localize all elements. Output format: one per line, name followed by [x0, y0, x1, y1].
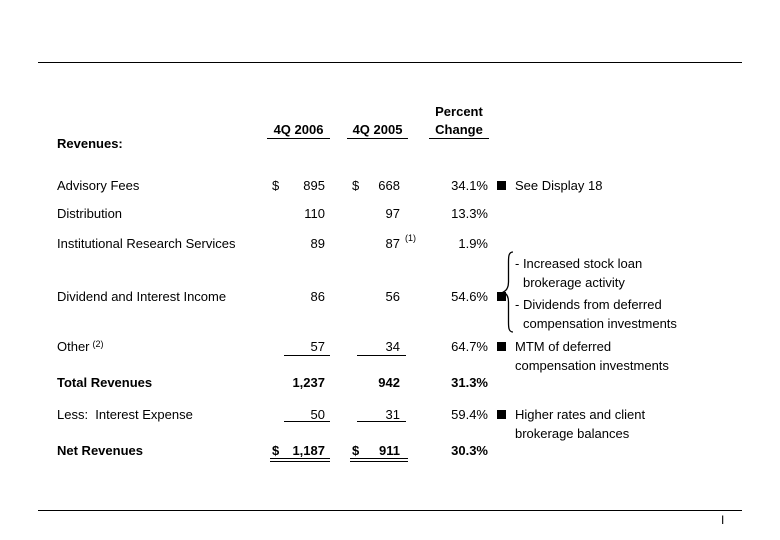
- value-4q2005: 34: [385, 339, 400, 354]
- value-4q2006: 57: [310, 339, 325, 354]
- row-label: Institutional Research Services: [57, 236, 236, 251]
- footnote-2-marker: (2): [92, 339, 104, 349]
- header-underline-col3: [429, 138, 489, 139]
- annotation-line: - Dividends from deferred: [0, 297, 780, 313]
- note-bullet-icon: [497, 181, 506, 190]
- col-header-percent: Percent: [435, 104, 483, 119]
- annotation-text: - Dividends from deferred: [515, 297, 662, 312]
- percent-change-value: 64.7%: [451, 339, 488, 354]
- value-4q2005: 942: [378, 375, 400, 390]
- row-label: Other: [57, 339, 90, 354]
- percent-change-value: 1.9%: [458, 236, 488, 251]
- header-row-columns: 4Q 2006 4Q 2005 Change: [0, 122, 780, 138]
- currency-symbol-4q2006: $: [272, 443, 280, 458]
- note-bullet-icon: [497, 292, 506, 301]
- row-label: Advisory Fees: [57, 178, 140, 193]
- table-row-dividend-interest: Dividend and Interest Income 86 56 54.6%: [0, 289, 780, 305]
- row-label-group: Other (2): [57, 339, 104, 356]
- table-row-distribution: Distribution 110 97 13.3%: [0, 206, 780, 222]
- percent-change-value: 30.3%: [451, 443, 488, 458]
- annotation-text: brokerage activity: [523, 275, 625, 290]
- value-4q2006: 1,237: [292, 375, 325, 390]
- percent-change-value: 54.6%: [451, 289, 488, 304]
- value-4q2005: 87: [385, 236, 400, 251]
- annotation-see-display: See Display 18: [515, 178, 603, 193]
- value-4q2006: 895: [303, 178, 325, 193]
- total-double-rule-col2: [350, 461, 408, 462]
- row-label: Total Revenues: [57, 375, 153, 390]
- subtotal-rule-col2: [357, 355, 406, 356]
- percent-change-value: 59.4%: [451, 407, 488, 422]
- row-label: Dividend and Interest Income: [57, 289, 227, 304]
- row-label: Distribution: [57, 206, 123, 221]
- subtotal-rule-col1: [284, 421, 330, 422]
- top-divider-rule: [38, 62, 742, 63]
- annotation-text: compensation investments: [515, 358, 669, 373]
- note-bullet-icon: [497, 342, 506, 351]
- value-4q2006: 86: [310, 289, 325, 304]
- annotation-line: compensation investments: [0, 316, 780, 332]
- value-4q2006: 50: [310, 407, 325, 422]
- bottom-divider-rule: [38, 510, 742, 511]
- annotation-line: compensation investments: [0, 358, 780, 374]
- value-4q2006: 110: [304, 206, 325, 221]
- total-double-rule-col2: [350, 458, 408, 459]
- row-label: Net Revenues: [57, 443, 143, 458]
- annotation-line: - Increased stock loan: [0, 256, 780, 272]
- percent-change-value: 31.3%: [451, 375, 488, 390]
- row-label: Less: Interest Expense: [57, 407, 193, 422]
- col-header-4q2006: 4Q 2006: [273, 122, 324, 137]
- note-bullet-icon: [497, 410, 506, 419]
- value-4q2005: 911: [379, 443, 400, 458]
- value-4q2005: 56: [385, 289, 400, 304]
- currency-symbol-4q2006: $: [272, 178, 280, 193]
- table-row-interest-expense: Less: Interest Expense 50 31 59.4% Highe…: [0, 407, 780, 423]
- annotation-text: - Increased stock loan: [515, 256, 643, 271]
- value-4q2005: 97: [385, 206, 400, 221]
- col-header-4q2005: 4Q 2005: [352, 122, 403, 137]
- header-underline-col1: [267, 138, 330, 139]
- annotation-text: Higher rates and client: [515, 407, 646, 422]
- table-row-other: Other (2) 57 34 64.7% MTM of deferred: [0, 339, 780, 355]
- value-4q2006: 89: [310, 236, 325, 251]
- annotation-line: brokerage balances: [0, 426, 780, 442]
- table-row-institutional-research: Institutional Research Services 89 87 (1…: [0, 233, 780, 252]
- percent-change-value: 34.1%: [451, 178, 488, 193]
- total-double-rule-col1: [270, 458, 330, 459]
- page-footer-mark: I: [721, 513, 725, 527]
- total-double-rule-col1: [270, 461, 330, 462]
- table-row-total-revenues: Total Revenues 1,237 942 31.3%: [0, 375, 780, 391]
- currency-symbol-4q2005: $: [352, 443, 360, 458]
- table-row-advisory-fees: Advisory Fees $ 895 $ 668 34.1% See Disp…: [0, 178, 780, 194]
- annotation-text: MTM of deferred: [515, 339, 612, 354]
- value-4q2005: 668: [378, 178, 400, 193]
- value-4q2006: 1,187: [292, 443, 325, 458]
- table-row-net-revenues: Net Revenues $ 1,187 $ 911 30.3%: [0, 443, 780, 459]
- subtotal-rule-col2: [357, 421, 406, 422]
- subtotal-rule-col1: [284, 355, 330, 356]
- header-row-percent: Percent: [0, 104, 780, 120]
- value-4q2005: 31: [385, 407, 400, 422]
- section-row-revenues: Revenues:: [0, 136, 780, 152]
- percent-change-value: 13.3%: [451, 206, 488, 221]
- col-header-change: Change: [435, 122, 483, 137]
- annotation-text: brokerage balances: [515, 426, 630, 441]
- annotation-line: brokerage activity: [0, 275, 780, 291]
- section-label: Revenues:: [57, 136, 123, 151]
- header-underline-col2: [347, 138, 408, 139]
- annotation-text: compensation investments: [523, 316, 677, 331]
- currency-symbol-4q2005: $: [352, 178, 360, 193]
- footnote-1-marker: (1): [405, 233, 416, 243]
